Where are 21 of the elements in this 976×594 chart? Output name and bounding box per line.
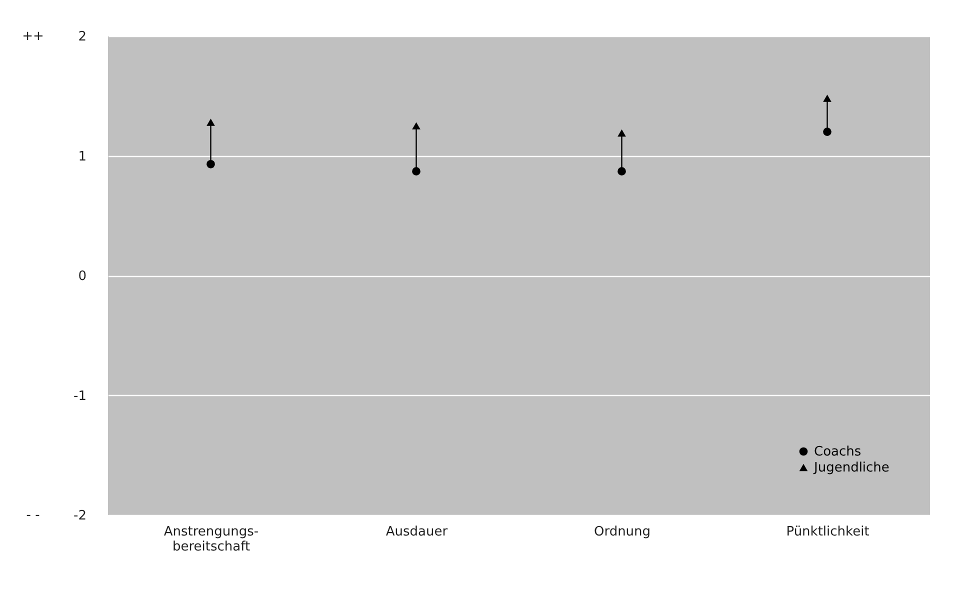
x-tick-label: Pünktlichkeit xyxy=(786,524,870,540)
x-tick-label: Anstrengungs- bereitschaft xyxy=(164,524,259,554)
point xyxy=(823,128,832,136)
x-tick-label: Ordnung xyxy=(594,524,651,540)
y-tick-label: -1 xyxy=(74,388,86,404)
y-tick-label: 2 xyxy=(78,30,86,44)
point xyxy=(412,122,420,130)
point xyxy=(206,118,215,126)
x-tick-label: Ausdauer xyxy=(386,524,448,540)
point xyxy=(618,129,626,137)
point xyxy=(823,94,832,102)
text: - - xyxy=(26,508,40,523)
point xyxy=(412,167,420,176)
legend-label: Coachs xyxy=(814,444,862,460)
text: ++ xyxy=(22,29,44,44)
legend-label: Jugendliche xyxy=(813,460,890,476)
y-tick-label: 1 xyxy=(78,149,86,164)
point xyxy=(618,167,626,176)
point xyxy=(206,160,215,168)
y-tick-label: 0 xyxy=(78,269,86,284)
y-tick-label: -2 xyxy=(74,508,86,524)
